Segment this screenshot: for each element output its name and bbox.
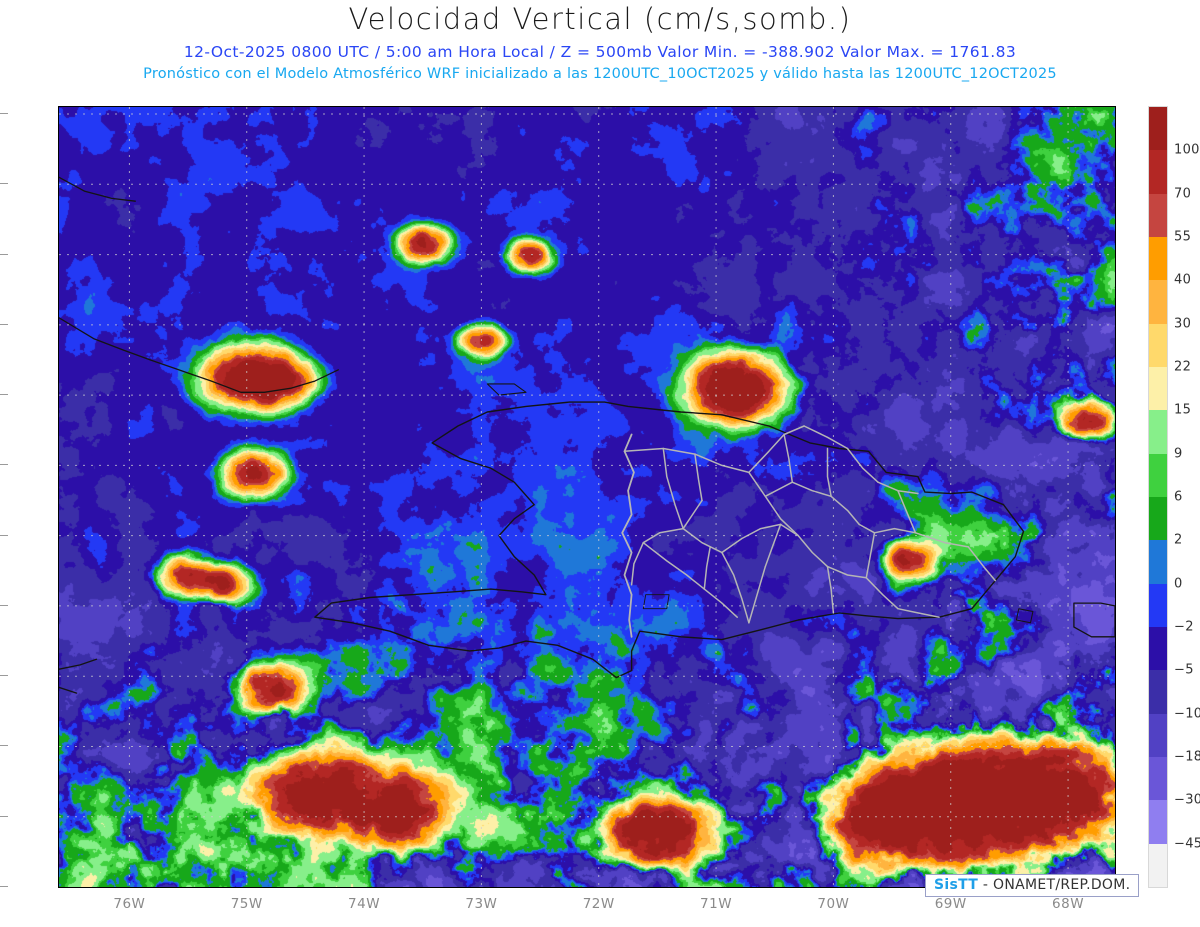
colorbar-tick-label: 40 xyxy=(1174,272,1192,288)
colorbar-band xyxy=(1149,366,1167,411)
colorbar-tick-label: 6 xyxy=(1174,489,1183,505)
colorbar-tick-label: −45 xyxy=(1174,836,1200,852)
colorbar-band xyxy=(1149,496,1167,541)
longitude-tick-label: 76W xyxy=(113,896,146,912)
colorbar-tick-label: 0 xyxy=(1174,576,1183,592)
colorbar-tick-label: −10 xyxy=(1174,706,1200,722)
longitude-tick-label: 73W xyxy=(465,896,498,912)
colorbar-band xyxy=(1149,583,1167,627)
sistt-logo: SisTT xyxy=(934,877,979,893)
longitude-tick-label: 71W xyxy=(700,896,733,912)
map-plot-area xyxy=(58,106,1116,888)
longitude-tick-label: 72W xyxy=(582,896,615,912)
longitude-tick-label: 68W xyxy=(1052,896,1085,912)
colorbar-band xyxy=(1149,280,1167,324)
colorbar xyxy=(1148,106,1168,888)
colorbar-band xyxy=(1149,453,1167,497)
colorbar-band xyxy=(1149,670,1167,714)
latitude-tick-dash xyxy=(0,675,8,677)
longitude-tick-label: 69W xyxy=(934,896,967,912)
colorbar-band xyxy=(1149,107,1167,151)
colorbar-tick-label: 15 xyxy=(1174,402,1192,418)
colorbar-tick-label: −2 xyxy=(1174,619,1194,635)
colorbar-tick-label: 70 xyxy=(1174,186,1192,202)
colorbar-band xyxy=(1149,843,1167,887)
colorbar-tick-label: 30 xyxy=(1174,316,1192,332)
subtitle-model-info: Pronóstico con el Modelo Atmosférico WRF… xyxy=(143,66,1057,82)
colorbar-band xyxy=(1149,756,1167,801)
longitude-tick-label: 74W xyxy=(348,896,381,912)
colorbar-tick-label: 55 xyxy=(1174,229,1192,245)
colorbar-tick-label: 22 xyxy=(1174,359,1192,375)
colorbar-tick-label: −5 xyxy=(1174,662,1194,678)
chart-header: Velocidad Vertical (cm/s,somb.) 12-Oct-2… xyxy=(0,0,1200,96)
credit-organization: - ONAMET/REP.DOM. xyxy=(982,877,1131,893)
latitude-tick-dash xyxy=(0,534,8,536)
colorbar-band xyxy=(1149,236,1167,281)
colorbar-band xyxy=(1149,713,1167,757)
longitude-tick-label: 70W xyxy=(817,896,850,912)
latitude-tick-dash xyxy=(0,253,8,255)
latitude-tick-dash xyxy=(0,886,8,887)
colorbar-band xyxy=(1149,410,1167,454)
longitude-tick-label: 75W xyxy=(230,896,263,912)
colorbar-band xyxy=(1149,540,1167,584)
latitude-tick-dash xyxy=(0,113,8,115)
colorbar-tick-label: −30 xyxy=(1174,792,1200,808)
page-title: Velocidad Vertical (cm/s,somb.) xyxy=(348,2,852,36)
latitude-tick-dash xyxy=(0,464,8,466)
latitude-tick-dash xyxy=(0,745,8,747)
latitude-tick-dash xyxy=(0,604,8,606)
credit-badge: SisTT - ONAMET/REP.DOM. xyxy=(925,874,1140,897)
colorbar-band xyxy=(1149,193,1167,237)
colorbar-tick-label: 9 xyxy=(1174,446,1183,462)
colorbar-tick-label: 100 xyxy=(1174,142,1200,158)
latitude-tick-dash xyxy=(0,323,8,325)
vertical-velocity-field xyxy=(59,107,1115,887)
colorbar-band xyxy=(1149,800,1167,844)
subtitle-run-info: 12-Oct-2025 0800 UTC / 5:00 am Hora Loca… xyxy=(183,43,1017,61)
latitude-tick-dash xyxy=(0,183,8,185)
latitude-tick-dash xyxy=(0,394,8,396)
latitude-tick-dash xyxy=(0,815,8,817)
colorbar-tick-label: −18 xyxy=(1174,749,1200,765)
colorbar-band xyxy=(1149,626,1167,671)
colorbar-tick-label: 2 xyxy=(1174,532,1183,548)
colorbar-band xyxy=(1149,150,1167,194)
colorbar-band xyxy=(1149,323,1167,367)
